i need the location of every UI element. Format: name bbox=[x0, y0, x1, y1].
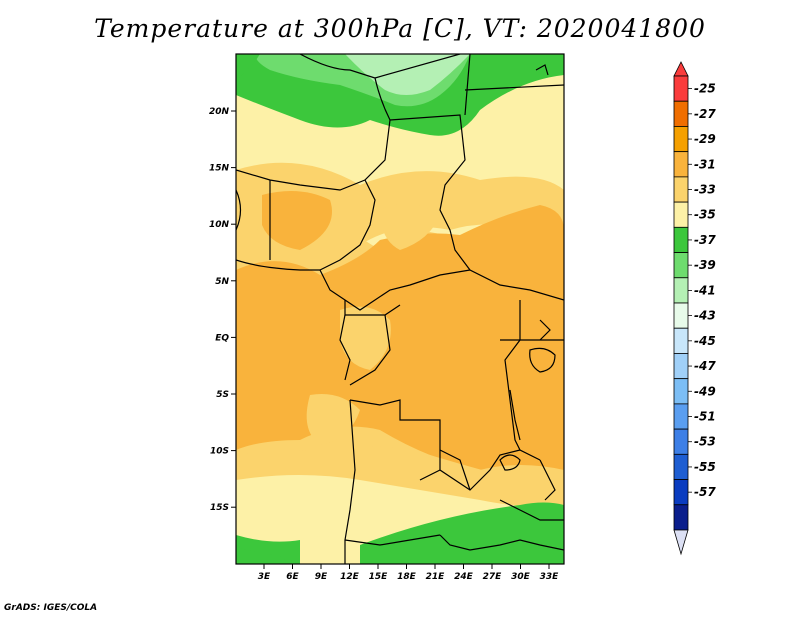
y-tick-label: 5S bbox=[216, 390, 229, 400]
x-tick-label: 33E bbox=[540, 572, 560, 582]
y-tick-label: 15S bbox=[210, 503, 229, 513]
y-tick-label: 5N bbox=[215, 277, 229, 287]
colorbar-label: -33 bbox=[694, 183, 716, 197]
colorbar-segment bbox=[673, 176, 689, 203]
colorbar-segment bbox=[673, 302, 689, 329]
colorbar-segment bbox=[673, 100, 689, 127]
colorbar-label: -31 bbox=[694, 157, 716, 171]
colorbar-label: -41 bbox=[694, 283, 716, 297]
colorbar-segment bbox=[673, 479, 689, 506]
colorbar-label: -49 bbox=[694, 384, 716, 398]
colorbar-label: -37 bbox=[694, 233, 716, 247]
x-tick-label: 30E bbox=[511, 572, 531, 582]
colorbar-label: -29 bbox=[694, 132, 716, 146]
x-tick-label: 24E bbox=[454, 572, 474, 582]
map-title: Temperature at 300hPa [C], VT: 202004180… bbox=[94, 14, 706, 43]
x-tick-label: 6E bbox=[286, 572, 299, 582]
colorbar-segment bbox=[673, 327, 689, 354]
colorbar-bottom-arrow bbox=[673, 529, 689, 556]
colorbar-label: -27 bbox=[694, 107, 716, 121]
y-tick-label: 15N bbox=[209, 164, 230, 174]
colorbar-label: -55 bbox=[694, 460, 716, 474]
colorbar-label: -57 bbox=[694, 485, 716, 499]
colorbar-label: -47 bbox=[694, 359, 716, 373]
y-tick-label: 10S bbox=[210, 447, 229, 457]
colorbar-label: -35 bbox=[694, 208, 716, 222]
colorbar-top-arrow bbox=[673, 61, 689, 77]
colorbar-segment bbox=[673, 226, 689, 253]
x-tick-label: 9E bbox=[315, 572, 328, 582]
colorbar-segment bbox=[673, 403, 689, 430]
colorbar-label: -43 bbox=[694, 309, 716, 323]
colorbar-segment bbox=[673, 126, 689, 153]
boundaries bbox=[236, 54, 564, 564]
colorbar-label: -39 bbox=[694, 258, 716, 272]
map-frame bbox=[235, 53, 565, 565]
colorbar-segment bbox=[673, 504, 689, 531]
y-tick-label: 20N bbox=[209, 107, 230, 117]
colorbar-segment bbox=[673, 75, 689, 102]
y-tick-label: 10N bbox=[209, 220, 230, 230]
colorbar-segment bbox=[673, 453, 689, 480]
x-tick-label: 21E bbox=[426, 572, 446, 582]
colorbar-label: -25 bbox=[694, 82, 716, 96]
colorbar-label: -53 bbox=[694, 435, 716, 449]
colorbar-segment bbox=[673, 428, 689, 455]
colorbar-segment bbox=[673, 353, 689, 380]
x-tick-label: 12E bbox=[340, 572, 360, 582]
x-tick-label: 18E bbox=[397, 572, 417, 582]
grads-credit: GrADS: IGES/COLA bbox=[4, 603, 98, 613]
colorbar-segment bbox=[673, 277, 689, 304]
colorbar-label: -51 bbox=[694, 410, 716, 424]
temperature-field bbox=[236, 54, 564, 564]
colorbar-segment bbox=[673, 378, 689, 405]
x-tick-label: 15E bbox=[369, 572, 389, 582]
colorbar: -25 -27 -29 -31 -33 -35 -37 -39 -41 -43 -45 -47 -49 -… bbox=[673, 61, 716, 556]
y-tick-label: EQ bbox=[215, 333, 229, 343]
axis-ticks: 3E 6E 9E 12E 15E 18E 21E 24E 27E 30E 33E 20N 15N 10N 5… bbox=[209, 107, 559, 582]
colorbar-segment bbox=[673, 252, 689, 279]
x-tick-label: 3E bbox=[258, 572, 271, 582]
colorbar-segment bbox=[673, 151, 689, 178]
x-tick-label: 27E bbox=[483, 572, 503, 582]
colorbar-segment bbox=[673, 201, 689, 228]
colorbar-label: -45 bbox=[694, 334, 716, 348]
